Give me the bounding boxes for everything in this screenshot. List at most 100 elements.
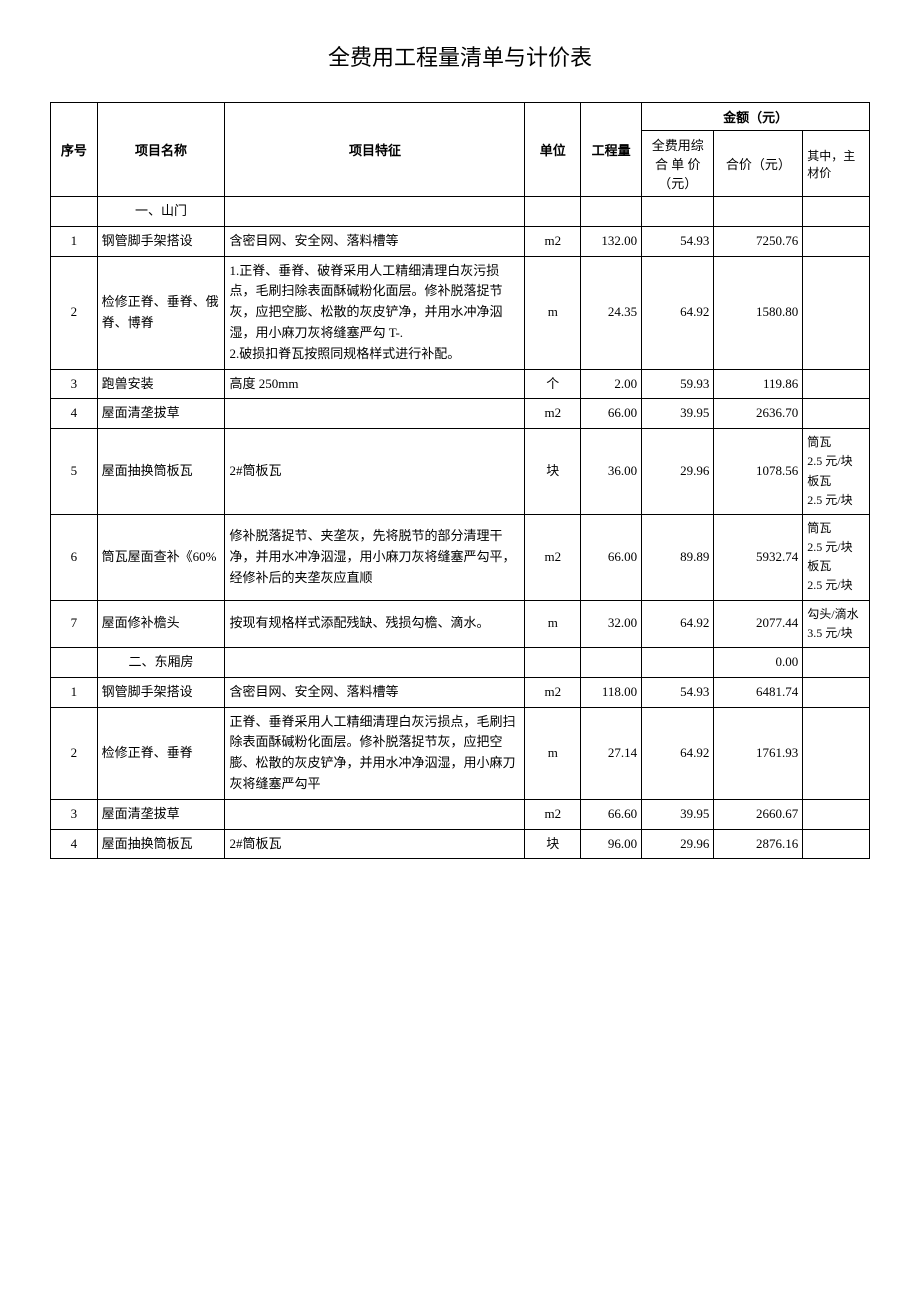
cell-total: 2077.44 [714,600,803,647]
cell-material [803,369,870,399]
cell-total [714,197,803,227]
cell-qty: 118.00 [581,677,642,707]
cell-seq: 1 [51,677,98,707]
cell-material [803,197,870,227]
cell-qty: 36.00 [581,429,642,515]
cell-feature: 2#筒板瓦 [225,429,525,515]
cell-total: 7250.76 [714,226,803,256]
cell-feature [225,197,525,227]
cell-seq: 2 [51,707,98,799]
section-header-row: 一、山门 [51,197,870,227]
cell-name: 屋面清垄拔草 [97,399,225,429]
cell-price: 89.89 [642,514,714,600]
header-total: 合价（元） [714,131,803,197]
boq-table: 序号 项目名称 项目特征 单位 工程量 金额（元） 全费用综合 单 价（元） 合… [50,102,870,859]
cell-seq [51,197,98,227]
cell-seq [51,648,98,678]
cell-price: 54.93 [642,226,714,256]
cell-feature: 按现有规格样式添配残缺、残损勾檐、滴水。 [225,600,525,647]
cell-qty: 32.00 [581,600,642,647]
table-body: 一、山门1钢管脚手架搭设含密目网、安全网、落料槽等m2132.0054.9372… [51,197,870,859]
cell-material: 筒瓦2.5 元/块板瓦2.5 元/块 [803,429,870,515]
header-seq: 序号 [51,103,98,197]
cell-unit: m2 [525,799,581,829]
table-row: 1钢管脚手架搭设含密目网、安全网、落料槽等m2132.0054.937250.7… [51,226,870,256]
cell-seq: 6 [51,514,98,600]
cell-seq: 4 [51,399,98,429]
cell-feature [225,399,525,429]
cell-material [803,707,870,799]
cell-seq: 3 [51,369,98,399]
cell-price [642,648,714,678]
table-header: 序号 项目名称 项目特征 单位 工程量 金额（元） 全费用综合 单 价（元） 合… [51,103,870,197]
cell-qty: 132.00 [581,226,642,256]
cell-total: 2660.67 [714,799,803,829]
cell-price: 39.95 [642,799,714,829]
cell-unit: m [525,256,581,369]
cell-feature: 含密目网、安全网、落料槽等 [225,226,525,256]
cell-material [803,677,870,707]
cell-total: 1078.56 [714,429,803,515]
table-row: 6筒瓦屋面查补《60%修补脱落捉节、夹垄灰，先将脱节的部分清理干净，并用水冲净泅… [51,514,870,600]
cell-qty: 27.14 [581,707,642,799]
table-row: 2检修正脊、垂脊、俄脊、博脊1.正脊、垂脊、破脊采用人工精细清理白灰污损点，毛刷… [51,256,870,369]
cell-unit: 块 [525,429,581,515]
cell-total: 5932.74 [714,514,803,600]
cell-price: 29.96 [642,829,714,859]
table-row: 4屋面抽换筒板瓦2#筒板瓦块96.0029.962876.16 [51,829,870,859]
cell-seq: 4 [51,829,98,859]
cell-price [642,197,714,227]
cell-material [803,829,870,859]
cell-feature: 修补脱落捉节、夹垄灰，先将脱节的部分清理干净，并用水冲净泅湿，用小麻刀灰将缝塞严… [225,514,525,600]
cell-feature: 含密目网、安全网、落料槽等 [225,677,525,707]
cell-qty [581,197,642,227]
cell-price: 54.93 [642,677,714,707]
cell-price: 64.92 [642,707,714,799]
cell-qty: 96.00 [581,829,642,859]
header-qty: 工程量 [581,103,642,197]
cell-material [803,648,870,678]
section-header-row: 二、东厢房0.00 [51,648,870,678]
cell-name: 钢管脚手架搭设 [97,677,225,707]
cell-feature [225,799,525,829]
cell-qty: 66.00 [581,399,642,429]
cell-unit: m2 [525,677,581,707]
cell-unit: m [525,707,581,799]
cell-material [803,399,870,429]
cell-unit [525,648,581,678]
cell-qty: 2.00 [581,369,642,399]
section-name: 一、山门 [97,197,225,227]
table-row: 4屋面清垄拔草m266.0039.952636.70 [51,399,870,429]
cell-qty [581,648,642,678]
cell-unit [525,197,581,227]
cell-price: 39.95 [642,399,714,429]
page-title: 全费用工程量清单与计价表 [50,40,870,72]
header-amount: 金额（元） [642,103,870,131]
cell-total: 6481.74 [714,677,803,707]
header-price: 全费用综合 单 价（元） [642,131,714,197]
cell-price: 59.93 [642,369,714,399]
cell-feature [225,648,525,678]
table-row: 1钢管脚手架搭设含密目网、安全网、落料槽等m2118.0054.936481.7… [51,677,870,707]
cell-feature: 正脊、垂脊采用人工精细清理白灰污损点，毛刷扫除表面酥碱粉化面层。修补脱落捉节灰，… [225,707,525,799]
cell-seq: 2 [51,256,98,369]
cell-unit: m2 [525,226,581,256]
cell-seq: 7 [51,600,98,647]
cell-name: 钢管脚手架搭设 [97,226,225,256]
cell-unit: 块 [525,829,581,859]
cell-name: 屋面抽换筒板瓦 [97,829,225,859]
header-material: 其中，主材价 [803,131,870,197]
cell-price: 64.92 [642,600,714,647]
cell-total: 1761.93 [714,707,803,799]
cell-unit: m2 [525,399,581,429]
cell-seq: 1 [51,226,98,256]
cell-price: 29.96 [642,429,714,515]
cell-material [803,226,870,256]
cell-qty: 66.60 [581,799,642,829]
table-row: 3跑兽安装高度 250mm个2.0059.93119.86 [51,369,870,399]
table-row: 5屋面抽换筒板瓦2#筒板瓦块36.0029.961078.56筒瓦2.5 元/块… [51,429,870,515]
cell-total: 2876.16 [714,829,803,859]
cell-name: 检修正脊、垂脊 [97,707,225,799]
cell-name: 屋面抽换筒板瓦 [97,429,225,515]
table-row: 2检修正脊、垂脊正脊、垂脊采用人工精细清理白灰污损点，毛刷扫除表面酥碱粉化面层。… [51,707,870,799]
